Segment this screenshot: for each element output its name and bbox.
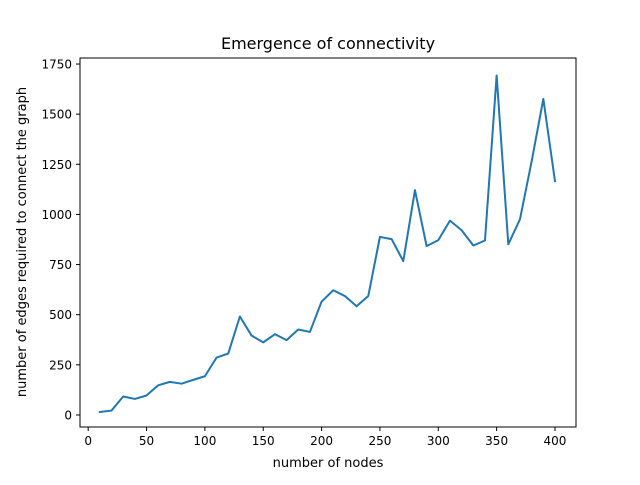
y-tick-label: 250	[49, 358, 72, 372]
y-tick-label: 1750	[41, 58, 72, 72]
x-tick-label: 200	[310, 434, 333, 448]
x-tick-label: 250	[368, 434, 391, 448]
x-axis-ticks: 0 50 100 150 200 250 300 350 400	[84, 427, 566, 448]
x-tick-label: 150	[252, 434, 275, 448]
y-axis-ticks: 0 250 500 750 1000 1250 1500 1750	[41, 58, 80, 422]
y-tick-label: 500	[49, 308, 72, 322]
y-axis-label: number of edges required to connect the …	[15, 87, 30, 397]
x-tick-label: 300	[427, 434, 450, 448]
series-layer	[98, 74, 557, 414]
series-line	[98, 74, 557, 414]
y-tick-label: 1500	[41, 108, 72, 122]
x-axis-label: number of nodes	[273, 456, 384, 471]
chart-title: Emergence of connectivity	[221, 34, 435, 53]
axes-frame	[79, 57, 577, 428]
x-tick-label: 350	[485, 434, 508, 448]
y-tick-label: 1000	[41, 208, 72, 222]
x-tick-label: 50	[139, 434, 154, 448]
x-tick-label: 400	[544, 434, 567, 448]
y-tick-label: 0	[64, 408, 72, 422]
x-tick-label: 100	[193, 434, 216, 448]
y-tick-label: 1250	[41, 158, 72, 172]
x-tick-label: 0	[84, 434, 92, 448]
y-tick-label: 750	[49, 258, 72, 272]
